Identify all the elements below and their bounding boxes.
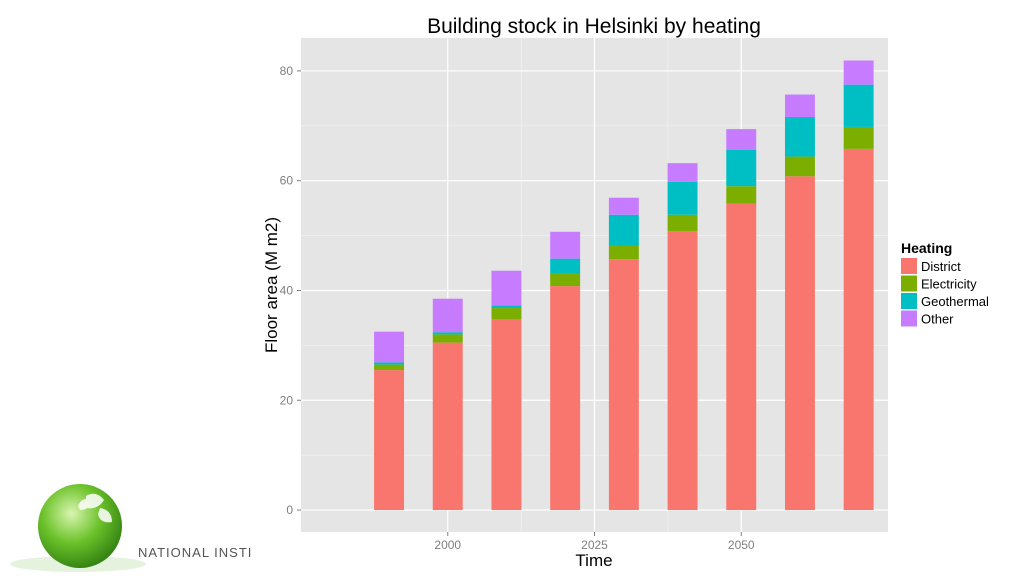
axis-ticks: 0 20 40 60 80 2000 2025 2050 (280, 64, 755, 552)
bar-segment-district (784, 176, 815, 511)
bar-segment-other (726, 129, 757, 150)
bar-segment-district (667, 231, 698, 511)
bar-segment-other (843, 60, 874, 85)
bar-segment-electricity (784, 156, 815, 177)
legend-label: Electricity (921, 277, 977, 292)
bar-segment-district (726, 203, 757, 511)
legend: Heating District Electricity Geothermal Oth… (901, 240, 989, 327)
bar-segment-other (784, 94, 815, 118)
bar-segment-other (491, 270, 522, 306)
x-axis-label: Time (575, 551, 612, 570)
logo-globe-icon (10, 484, 146, 572)
bar-segment-electricity (432, 334, 463, 343)
bar-segment-other (608, 197, 639, 215)
x-tick-label: 2050 (728, 538, 755, 552)
x-tick-label: 2025 (581, 538, 608, 552)
bars (374, 60, 874, 511)
bar-segment-geothermal (726, 149, 757, 187)
bar-segment-electricity (608, 245, 639, 260)
legend-swatch-district (901, 258, 917, 274)
bar-segment-electricity (491, 308, 522, 320)
bar-segment-other (432, 298, 463, 333)
bar-segment-other (667, 163, 698, 182)
legend-swatch-geothermal (901, 293, 917, 309)
legend-swatch-electricity (901, 275, 917, 292)
y-tick-label: 80 (280, 64, 294, 78)
bar-segment-geothermal (374, 362, 405, 365)
legend-swatch-other (901, 310, 917, 327)
legend-label: District (921, 259, 961, 274)
bar-segment-district (491, 319, 522, 511)
bar-segment-district (843, 148, 874, 511)
legend-label: Other (921, 312, 954, 327)
y-axis-label: Floor area (M m2) (262, 217, 281, 353)
bar-segment-district (608, 259, 639, 511)
y-tick-label: 0 (286, 503, 293, 517)
bar-segment-other (374, 331, 405, 363)
chart-title: Building stock in Helsinki by heating (427, 15, 761, 38)
bar-segment-geothermal (432, 332, 463, 335)
bar-segment-district (374, 370, 405, 511)
bar-segment-district (432, 342, 463, 511)
bar-segment-electricity (374, 364, 405, 371)
bar-segment-geothermal (843, 84, 874, 127)
y-tick-label: 40 (280, 283, 294, 297)
bar-segment-other (550, 231, 581, 259)
y-tick-label: 20 (280, 393, 294, 407)
bar-segment-electricity (550, 273, 581, 287)
bar-segment-geothermal (491, 305, 522, 309)
bar-segment-electricity (667, 214, 698, 232)
bar-segment-geothermal (550, 258, 581, 274)
bar-segment-geothermal (784, 117, 815, 157)
bar-segment-geothermal (667, 181, 698, 215)
bar-segment-electricity (843, 126, 874, 149)
bar-segment-geothermal (608, 214, 639, 246)
bar-segment-electricity (726, 186, 757, 204)
logo-text: NATIONAL INSTI (138, 545, 253, 560)
y-tick-label: 60 (280, 174, 294, 188)
legend-title: Heating (901, 240, 952, 256)
legend-label: Geothermal (921, 294, 989, 309)
bar-segment-district (550, 286, 581, 511)
x-tick-label: 2000 (434, 538, 461, 552)
